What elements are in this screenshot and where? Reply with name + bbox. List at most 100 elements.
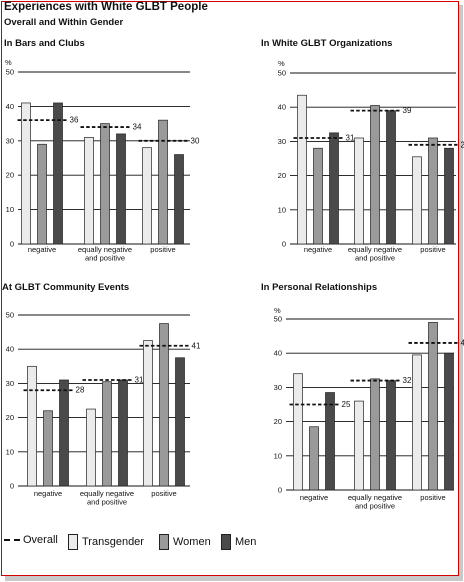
legend-item-transgender: Transgender	[68, 534, 144, 550]
panel1-category-label: equally negative	[78, 245, 132, 254]
figure-title: Experiences with White GLBT People	[4, 1, 208, 13]
panel1-category-label: negative	[28, 245, 56, 254]
panel3-overall-label: 28	[76, 386, 85, 395]
frame-shadow-right	[459, 5, 463, 580]
panel2-bar-men	[444, 147, 454, 245]
panel4-category-label: equally negative	[348, 493, 402, 502]
legend-item-women: Women	[159, 534, 211, 550]
panel2-category-label: equally negative	[348, 245, 402, 254]
panel2-ytick-label: 50	[278, 69, 286, 78]
panel2-bar-men	[329, 132, 339, 245]
panel3-category-label: and positive	[87, 498, 127, 507]
panel3-bar-transgender	[27, 365, 37, 487]
panel3-category-label: equally negative	[80, 489, 134, 498]
panel2-category-label: negative	[304, 245, 332, 254]
panel2-bar-women	[370, 105, 380, 245]
panel3-category-label: negative	[34, 489, 62, 498]
panel3-bar-women	[102, 381, 112, 487]
panel3-ytick-label: 30	[6, 379, 14, 388]
panel1-ytick-label: 30	[6, 136, 14, 145]
legend-label-overall: Overall	[23, 534, 58, 546]
panel3-ytick-label: 0	[10, 482, 14, 491]
panel4-overall-label: 25	[342, 400, 351, 409]
legend-label-transgender: Transgender	[82, 536, 144, 548]
panel2-ytick-label: 10	[278, 205, 286, 214]
panel4-bar-women	[428, 322, 438, 491]
legend-swatch-men	[221, 534, 231, 550]
panel2-bar-women	[428, 137, 438, 245]
panel2-overall-label: 29	[461, 140, 464, 149]
panel2-category-label: positive	[420, 245, 445, 254]
panel1-ytick-label: 50	[6, 68, 14, 77]
panel2-bar-transgender	[354, 137, 364, 245]
panel2-bar-transgender	[297, 94, 307, 245]
panel3-bar-men	[175, 357, 185, 487]
panel1-bar-women	[100, 123, 110, 245]
panel4-bar-women	[370, 378, 380, 491]
panel3-bar-transgender	[143, 340, 153, 487]
panel2-bar-men	[386, 110, 396, 245]
panel3-ytick-label: 10	[6, 447, 14, 456]
legend-item-men: Men	[221, 534, 256, 550]
panel1-overall-label: 36	[70, 116, 79, 125]
panel4-bar-transgender	[293, 373, 303, 491]
panel4-overall-label: 32	[403, 376, 412, 385]
panel1-ylabel: %	[5, 58, 12, 67]
panel3-overall-label: 31	[135, 375, 144, 384]
panel3-ytick-label: 50	[6, 311, 14, 320]
panel1-overall-label: 30	[191, 136, 200, 145]
legend-label-women: Women	[173, 536, 211, 548]
panel1-category-label: and positive	[85, 254, 125, 263]
panel4-ylabel: %	[274, 306, 281, 315]
panel1-bar-men	[53, 102, 63, 245]
panel2-overall-label: 31	[346, 133, 355, 142]
panel4-bar-men	[386, 380, 396, 491]
panel4-bar-men	[444, 352, 454, 491]
panel4-category-label: negative	[300, 493, 328, 502]
legend-item-overall: Overall	[4, 534, 58, 546]
panel4-bar-women	[309, 426, 319, 491]
panel3-overall-label: 41	[192, 341, 201, 350]
panel3-bar-transgender	[86, 408, 96, 487]
panel2-ylabel: %	[278, 59, 285, 68]
legend-swatch-overall	[4, 539, 20, 541]
panel2-overall-label: 39	[403, 106, 412, 115]
panel4-bar-transgender	[354, 400, 364, 491]
panel1-bar-women	[158, 119, 168, 245]
legend-label-men: Men	[235, 536, 257, 548]
panel1-bar-transgender	[84, 137, 94, 245]
panel2-ytick-label: 30	[278, 137, 286, 146]
panel4-overall-label: 43	[461, 338, 464, 347]
panel1-bar-men	[116, 133, 126, 245]
figure-subtitle: Overall and Within Gender	[4, 17, 124, 28]
panel2-bar-women	[313, 147, 323, 245]
panel3-bar-men	[118, 379, 128, 487]
panel1-ytick-label: 0	[10, 240, 14, 249]
panel1-title: In Bars and Clubs	[4, 38, 85, 49]
panel2-ytick-label: 40	[278, 103, 286, 112]
panel3-ytick-label: 20	[6, 413, 14, 422]
panel4-category-label: positive	[420, 493, 445, 502]
panel2-ytick-label: 0	[282, 240, 286, 249]
panel3-bar-women	[159, 323, 169, 487]
panel4-ytick-label: 30	[274, 383, 282, 392]
legend: Overall Transgender Women Men	[0, 532, 464, 552]
panel4-category-label: and positive	[355, 502, 395, 511]
panel3-bar-women	[43, 410, 53, 487]
panel3-category-label: positive	[151, 489, 176, 498]
panel2-bar-transgender	[412, 156, 422, 245]
panel1-bar-women	[37, 143, 47, 245]
panel1-bar-transgender	[142, 147, 152, 245]
panel4-bar-transgender	[412, 354, 422, 491]
panel4-ytick-label: 10	[274, 451, 282, 460]
panel1-overall-label: 34	[133, 123, 142, 132]
panel4-ytick-label: 0	[278, 486, 282, 495]
panel2-category-label: and positive	[355, 254, 395, 263]
frame-shadow-bottom	[5, 576, 463, 581]
panel1-bar-transgender	[21, 102, 31, 245]
panel1-bar-men	[174, 154, 184, 245]
panel1-category-label: positive	[150, 245, 175, 254]
panel2-ytick-label: 20	[278, 171, 286, 180]
panel3-bar-men	[59, 379, 69, 487]
